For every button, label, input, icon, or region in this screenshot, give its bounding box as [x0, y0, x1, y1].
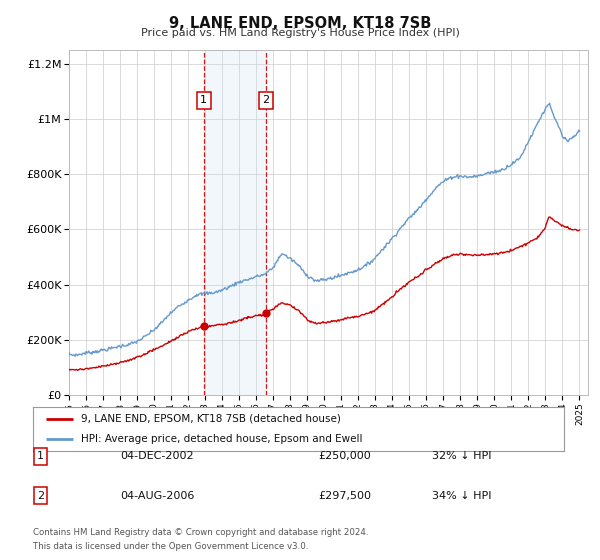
- Text: 32% ↓ HPI: 32% ↓ HPI: [432, 451, 491, 461]
- Text: 1: 1: [200, 95, 207, 105]
- Text: £297,500: £297,500: [318, 491, 371, 501]
- Text: £250,000: £250,000: [318, 451, 371, 461]
- Text: 9, LANE END, EPSOM, KT18 7SB (detached house): 9, LANE END, EPSOM, KT18 7SB (detached h…: [81, 414, 341, 424]
- Text: Contains HM Land Registry data © Crown copyright and database right 2024.: Contains HM Land Registry data © Crown c…: [33, 528, 368, 536]
- Text: 1: 1: [37, 451, 44, 461]
- Text: Price paid vs. HM Land Registry's House Price Index (HPI): Price paid vs. HM Land Registry's House …: [140, 28, 460, 38]
- Text: 34% ↓ HPI: 34% ↓ HPI: [432, 491, 491, 501]
- Text: 04-AUG-2006: 04-AUG-2006: [120, 491, 194, 501]
- Text: 2: 2: [262, 95, 269, 105]
- Bar: [204, 50, 266, 395]
- Text: HPI: Average price, detached house, Epsom and Ewell: HPI: Average price, detached house, Epso…: [81, 434, 362, 444]
- Text: This data is licensed under the Open Government Licence v3.0.: This data is licensed under the Open Gov…: [33, 542, 308, 551]
- Text: 2: 2: [37, 491, 44, 501]
- Text: 04-DEC-2002: 04-DEC-2002: [120, 451, 194, 461]
- Text: 9, LANE END, EPSOM, KT18 7SB: 9, LANE END, EPSOM, KT18 7SB: [169, 16, 431, 31]
